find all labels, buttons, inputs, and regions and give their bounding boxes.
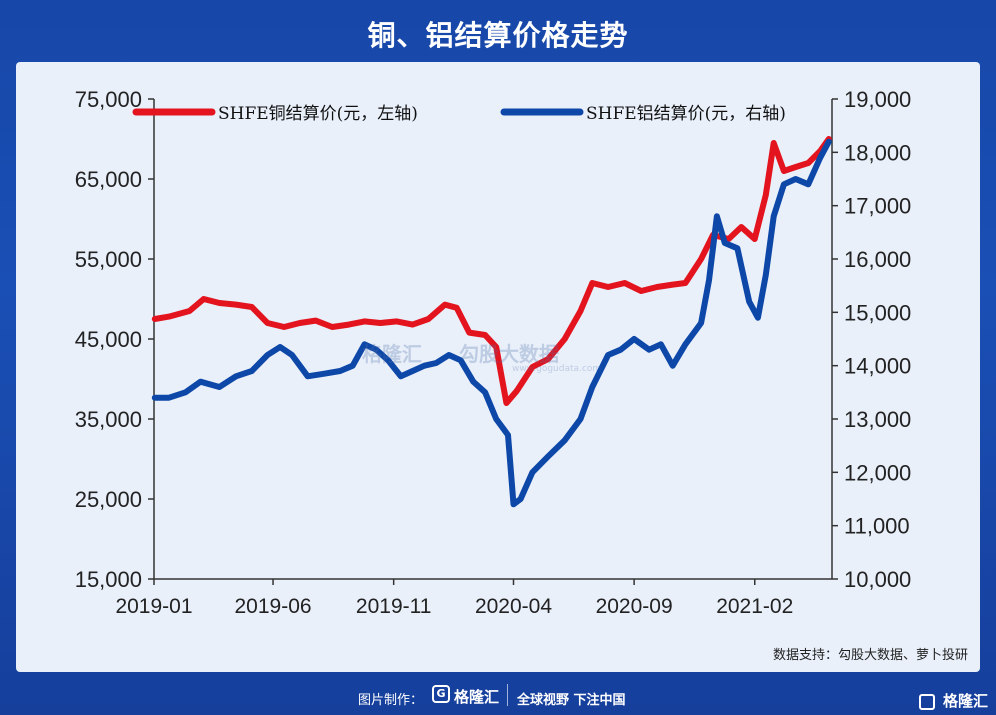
left-tick-label: 45,000 (75, 327, 142, 352)
right-tick-label: 19,000 (844, 87, 911, 112)
watermark: 格隆汇 勾股大数据 www.gogudata.com (362, 338, 601, 374)
x-tick-label: 2019-01 (115, 595, 192, 618)
data-source-note: 数据支持：勾股大数据、萝卜投研 (772, 648, 968, 663)
x-tick-label: 2020-04 (475, 595, 552, 618)
watermark-right: 勾股大数据 (458, 342, 559, 366)
x-tick-label: 2021-02 (716, 595, 793, 618)
right-tick-label: 16,000 (844, 247, 911, 272)
legend-label-copper: SHFE铜结算价(元，左轴) (218, 104, 418, 124)
left-tick-label: 25,000 (75, 487, 142, 512)
x-tick-label: 2019-06 (235, 595, 312, 618)
left-tick-label: 15,000 (75, 567, 142, 592)
x-tick-label: 2020-09 (596, 595, 673, 618)
left-tick-label: 55,000 (75, 247, 142, 272)
right-tick-label: 12,000 (844, 460, 911, 485)
right-tick-label: 15,000 (844, 300, 911, 325)
corner-logo-icon (918, 693, 935, 710)
line-chart: 15,000 25,000 35,000 45,000 55,000 65,000 75,0… (75, 87, 912, 618)
left-tick-label: 75,000 (75, 87, 142, 112)
left-tick-label: 35,000 (75, 407, 142, 432)
right-tick-label: 13,000 (844, 407, 911, 432)
watermark-left: 格隆汇 (362, 342, 422, 366)
right-tick-label: 11,000 (844, 514, 910, 539)
left-tick-label: 65,000 (75, 167, 142, 192)
right-tick-label: 18,000 (844, 140, 911, 165)
chart-panel: 15,000 25,000 35,000 45,000 55,000 65,000 75,0… (16, 62, 980, 672)
corner-logo: 格隆汇 (918, 690, 988, 711)
made-by-label: 图片制作： (358, 693, 424, 708)
footer: 图片制作： G 格隆汇 全球视野 下注中国 (0, 680, 996, 715)
page-title: 铜、铝结算价格走势 (367, 19, 629, 52)
watermark-url: www.gogudata.com (512, 364, 602, 374)
legend-label-aluminum: SHFE铝结算价(元，右轴) (586, 104, 786, 124)
gelonghui-logo-icon: G (432, 685, 450, 703)
footer-logo-text: 格隆汇 (454, 688, 500, 706)
series-line-aluminum (151, 138, 832, 508)
footer-slogan: 全球视野 下注中国 (517, 693, 626, 708)
right-tick-label: 17,000 (844, 194, 911, 219)
corner-logo-text: 格隆汇 (942, 692, 988, 710)
series-line-copper (151, 136, 832, 406)
right-tick-label: 14,000 (844, 354, 911, 379)
x-tick-label: 2019-11 (356, 595, 432, 618)
footer-divider (507, 684, 508, 706)
right-tick-label: 10,000 (844, 567, 911, 592)
